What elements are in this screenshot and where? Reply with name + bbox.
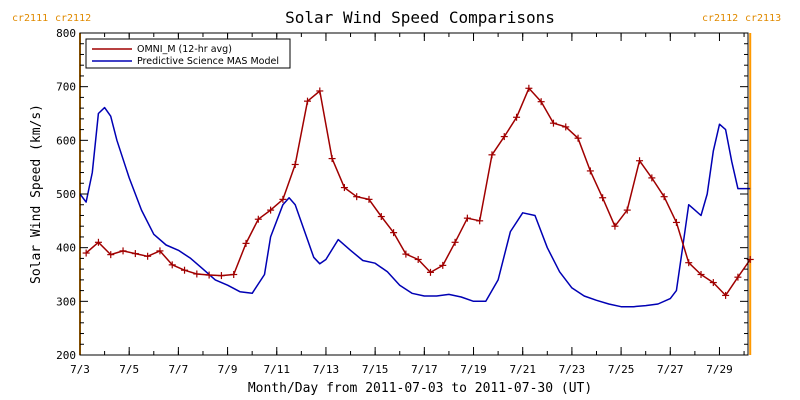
- plot-frame: [79, 32, 749, 356]
- data-point-marker: [636, 157, 644, 165]
- data-point-marker: [205, 271, 213, 279]
- data-point-marker: [513, 113, 521, 121]
- data-point-marker: [304, 97, 312, 105]
- x-tick-label: 7/27: [657, 363, 684, 376]
- y-tick-label: 500: [56, 188, 76, 201]
- data-point-marker: [107, 251, 115, 259]
- data-point-marker: [562, 123, 570, 131]
- data-point-marker: [439, 261, 447, 269]
- data-point-marker: [328, 155, 336, 163]
- x-tick-label: 7/19: [460, 363, 487, 376]
- data-point-marker: [144, 252, 152, 260]
- cr-label-after: cr2112: [55, 13, 91, 24]
- data-point-marker: [340, 184, 348, 192]
- data-point-marker: [463, 214, 471, 222]
- data-point-marker: [156, 247, 164, 255]
- x-axis: 7/3 7/5 7/7 7/9 7/11 7/13 7/15 7/17 7/19 7/21 7/23…: [70, 33, 745, 376]
- data-point-marker: [537, 98, 545, 106]
- data-point-marker: [402, 250, 410, 258]
- x-tick-label: 7/17: [411, 363, 438, 376]
- x-tick-label: 7/29: [706, 363, 733, 376]
- chart-title: Solar Wind Speed Comparisons: [285, 8, 555, 27]
- x-tick-label: 7/21: [509, 363, 536, 376]
- legend-label-omni: OMNI_M (12-hr avg): [137, 44, 232, 55]
- data-point-marker: [316, 87, 324, 95]
- data-point-marker: [525, 84, 533, 92]
- data-point-marker: [697, 271, 705, 278]
- data-point-marker: [254, 215, 262, 223]
- data-point-marker: [426, 268, 434, 276]
- x-tick-label: 7/3: [70, 363, 90, 376]
- data-point-marker: [353, 193, 361, 201]
- data-point-marker: [709, 279, 717, 287]
- y-tick-label: 800: [56, 27, 76, 40]
- data-point-marker: [181, 266, 189, 274]
- data-point-marker: [94, 238, 102, 246]
- data-point-marker: [476, 217, 484, 225]
- data-point-marker: [672, 218, 680, 226]
- x-tick-label: 7/23: [559, 363, 586, 376]
- data-point-marker: [549, 119, 557, 127]
- data-point-marker: [193, 270, 201, 278]
- x-tick-label: 7/5: [119, 363, 139, 376]
- x-tick-label: 7/13: [313, 363, 340, 376]
- data-point-marker: [599, 194, 607, 202]
- data-point-marker: [586, 167, 594, 175]
- series-line-mas: [79, 106, 751, 308]
- data-point-marker: [242, 239, 250, 247]
- data-point-marker: [390, 229, 398, 237]
- series-line-omni: [85, 87, 751, 297]
- cr-label-after: cr2113: [745, 13, 781, 24]
- data-point-marker: [267, 206, 275, 214]
- data-point-marker: [168, 261, 176, 269]
- y-axis: 200 300 400 500 600 700 800: [56, 27, 748, 362]
- data-point-marker: [722, 291, 730, 299]
- y-tick-label: 700: [56, 81, 76, 94]
- x-tick-label: 7/25: [608, 363, 635, 376]
- data-point-marker: [131, 250, 139, 258]
- data-point-marker: [685, 259, 693, 267]
- legend-label-mas: Predictive Science MAS Model: [137, 56, 279, 67]
- y-tick-label: 400: [56, 242, 76, 255]
- data-point-marker: [451, 238, 459, 246]
- legend-box: [85, 38, 291, 69]
- data-point-marker: [414, 255, 422, 263]
- x-tick-label: 7/9: [218, 363, 238, 376]
- cr-label-before: cr2112: [702, 13, 738, 24]
- y-tick-label: 200: [56, 349, 76, 362]
- data-point-marker: [488, 151, 496, 159]
- data-point-marker: [82, 249, 90, 257]
- x-tick-label: 7/15: [362, 363, 389, 376]
- y-axis-title: Solar Wind Speed (km/s): [29, 104, 44, 284]
- data-point-marker: [623, 206, 631, 214]
- data-point-marker: [365, 195, 373, 203]
- data-point-marker: [660, 193, 668, 201]
- data-point-marker: [377, 213, 385, 221]
- legend: OMNI_M (12-hr avg) Predictive Science MA…: [85, 38, 291, 69]
- x-tick-label: 7/7: [168, 363, 188, 376]
- data-point-marker: [574, 134, 582, 142]
- data-point-marker: [500, 133, 508, 141]
- data-point-marker: [119, 247, 127, 255]
- x-tick-label: 7/11: [264, 363, 291, 376]
- data-point-marker: [611, 222, 619, 230]
- y-tick-label: 300: [56, 295, 76, 308]
- series-layer: [79, 84, 754, 308]
- x-axis-title: Month/Day from 2011-07-03 to 2011-07-30 …: [248, 381, 592, 396]
- data-point-marker: [217, 272, 225, 280]
- data-point-marker: [648, 174, 656, 182]
- data-point-marker: [734, 273, 742, 281]
- data-point-marker: [279, 195, 287, 203]
- cr-label-before: cr2111: [12, 13, 48, 24]
- y-tick-label: 600: [56, 134, 76, 147]
- data-point-marker: [291, 160, 299, 168]
- data-point-marker: [230, 271, 238, 278]
